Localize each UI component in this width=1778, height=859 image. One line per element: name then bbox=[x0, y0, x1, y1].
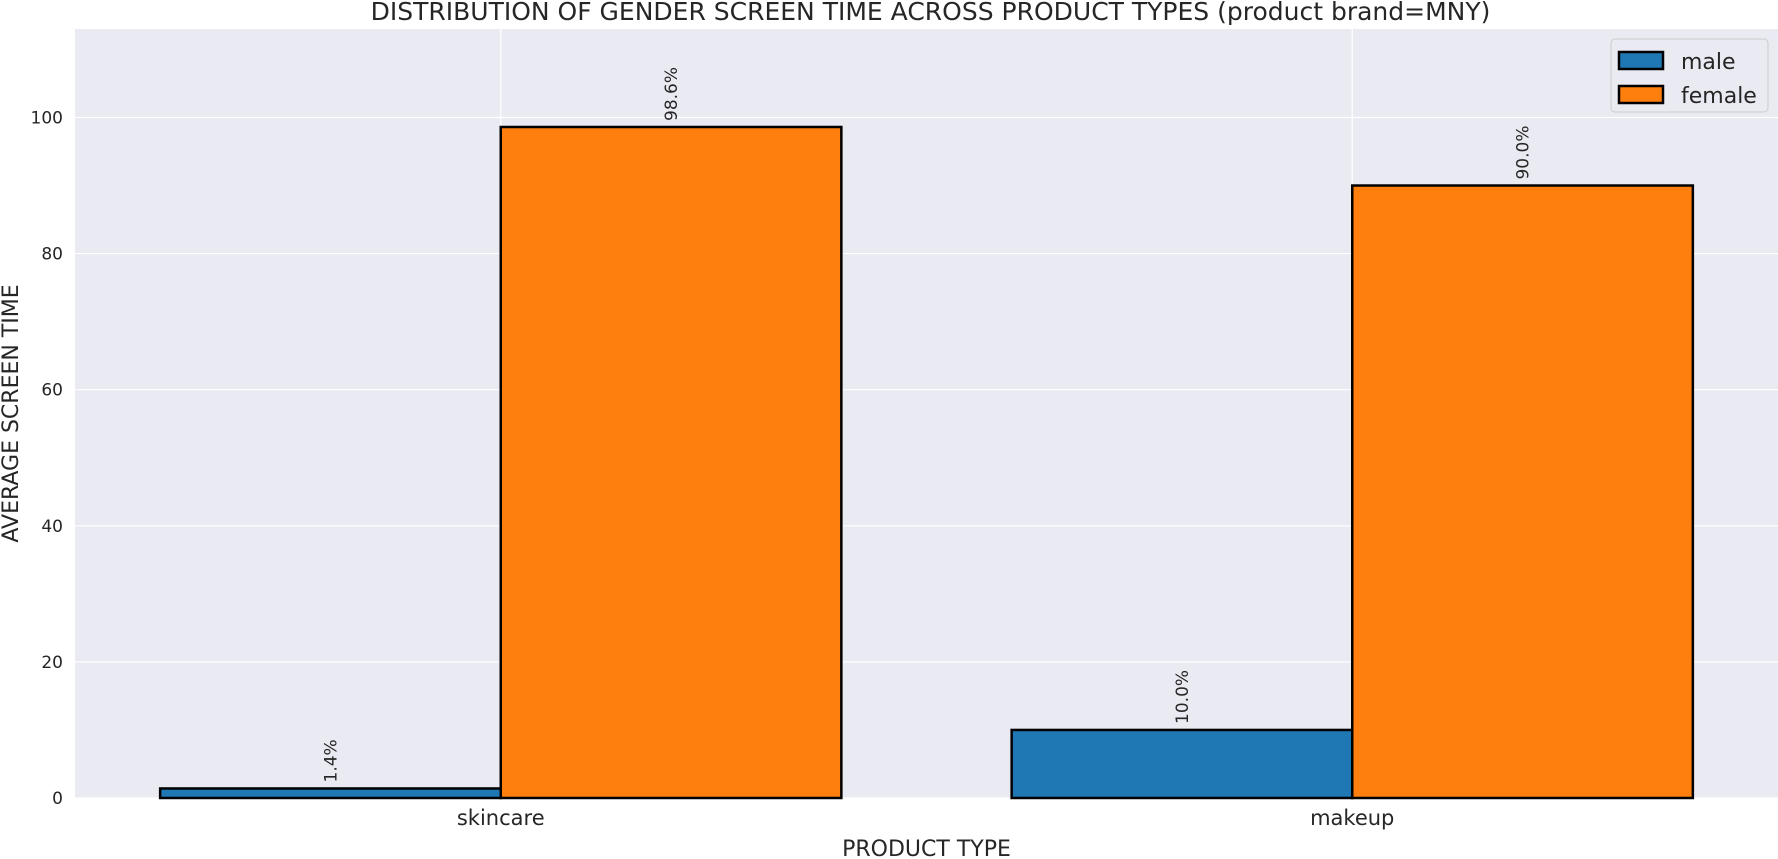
chart-title: DISTRIBUTION OF GENDER SCREEN TIME ACROS… bbox=[371, 0, 1491, 26]
legend-swatch-female bbox=[1617, 84, 1665, 105]
bar-value-label: 90.0% bbox=[1514, 126, 1534, 180]
y-tick-label: 60 bbox=[41, 381, 63, 401]
bar-female-skincare bbox=[499, 125, 843, 800]
y-axis-title: AVERAGE SCREEN TIME bbox=[0, 284, 24, 542]
y-tick-label: 0 bbox=[52, 789, 63, 809]
legend-swatch-male bbox=[1617, 50, 1665, 71]
bar-value-label: 1.4% bbox=[321, 739, 341, 782]
bar-female-makeup bbox=[1351, 184, 1695, 800]
y-tick-labels: 0 20 40 60 80 100 bbox=[31, 108, 63, 809]
y-tick-label: 20 bbox=[41, 653, 63, 673]
bars-group bbox=[158, 125, 1695, 800]
bar-male-makeup bbox=[1010, 728, 1354, 800]
x-tick-label: skincare bbox=[457, 806, 545, 830]
bar-value-label: 10.0% bbox=[1173, 670, 1193, 724]
bar-labels-group: 1.4% 10.0% 98.6% 90.0% bbox=[321, 67, 1533, 782]
y-tick-label: 40 bbox=[41, 517, 63, 537]
bar-male-skincare bbox=[158, 787, 502, 800]
legend-label-male: male bbox=[1681, 50, 1736, 75]
x-axis-title: PRODUCT TYPE bbox=[842, 837, 1011, 859]
x-tick-labels: skincare makeup bbox=[457, 806, 1395, 830]
y-tick-label: 80 bbox=[41, 245, 63, 265]
y-tick-label: 100 bbox=[31, 108, 63, 128]
x-tick-label: makeup bbox=[1310, 806, 1394, 830]
legend-label-female: female bbox=[1681, 84, 1757, 109]
bar-value-label: 98.6% bbox=[662, 67, 682, 121]
legend: male female bbox=[1610, 38, 1769, 113]
